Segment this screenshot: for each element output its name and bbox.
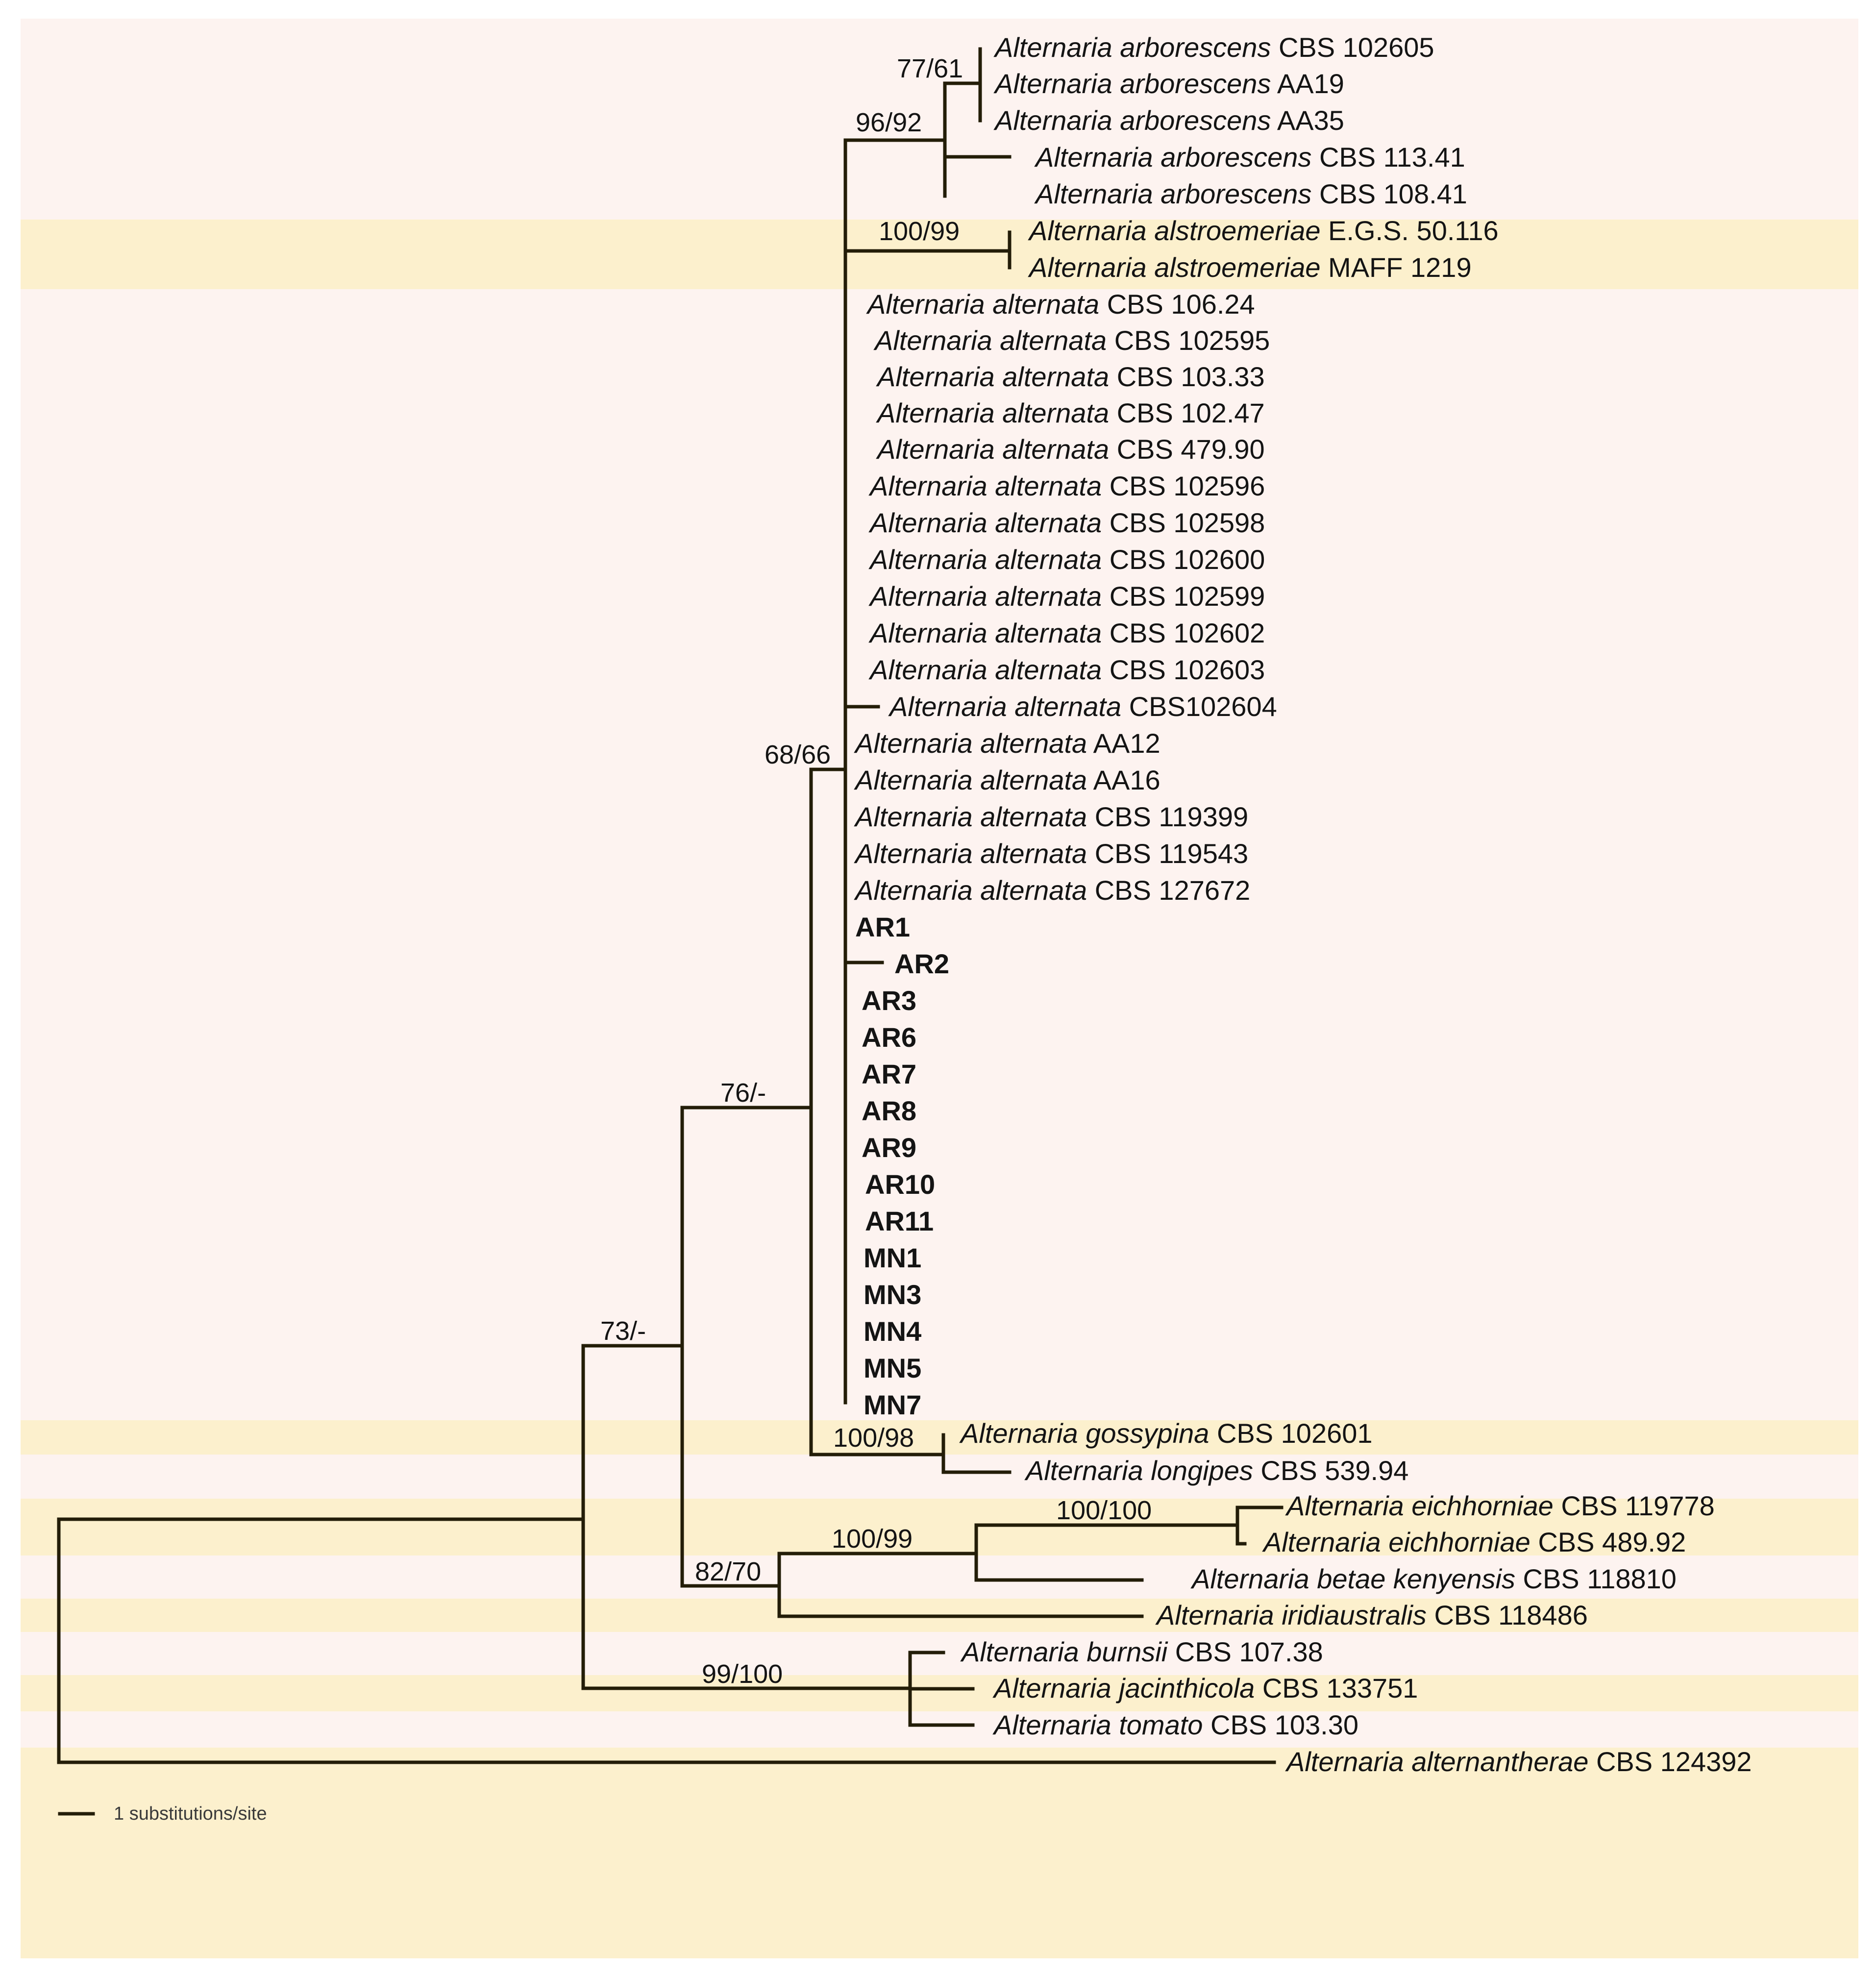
taxon-labels: Alternaria arborescens CBS 102605 Altern… (854, 32, 1752, 1777)
taxon-label: Alternaria arborescens CBS 108.41 (1034, 178, 1467, 209)
taxon-label: Alternaria arborescens AA19 (993, 68, 1344, 99)
taxon-label: Alternaria iridiaustralis CBS 118486 (1155, 1600, 1588, 1630)
support-value: 77/61 (897, 54, 963, 83)
support-value: 96/92 (856, 108, 922, 137)
taxon-label: Alternaria alternata CBS 479.90 (876, 434, 1265, 465)
support-values: 77/61 96/92 100/99 68/66 76/- 73/- 100/9… (600, 54, 1152, 1689)
taxon-label: Alternaria alternata CBS102604 (888, 691, 1277, 722)
support-value: 68/66 (765, 740, 831, 769)
isolate-label: MN5 (864, 1353, 921, 1383)
band (21, 1711, 1858, 1748)
band (21, 1675, 1858, 1711)
branches (57, 47, 1284, 1764)
taxon-label: Alternaria alternata CBS 127672 (854, 875, 1250, 906)
taxon-label: Alternaria alternata CBS 102595 (873, 325, 1270, 356)
taxon-label: Alternaria alternata CBS 119543 (854, 838, 1248, 869)
scale-bar-label: 1 substitutions/site (114, 1803, 267, 1824)
support-value: 100/98 (833, 1423, 914, 1453)
taxon-label: Alternaria alternata AA12 (854, 728, 1160, 759)
band (21, 289, 1858, 1420)
band (21, 1748, 1858, 1958)
scale-bar: 1 substitutions/site (58, 1803, 267, 1824)
support-value: 73/- (600, 1316, 646, 1346)
taxon-label: Alternaria betae kenyensis CBS 118810 (1190, 1563, 1677, 1594)
taxon-label: Alternaria alternata CBS 106.24 (866, 289, 1255, 320)
support-value: 100/99 (832, 1524, 913, 1554)
taxon-label: Alternaria eichhorniae CBS 489.92 (1262, 1527, 1686, 1557)
taxon-label: Alternaria alstroemeriae MAFF 1219 (1028, 252, 1472, 283)
isolate-label: MN3 (864, 1279, 921, 1310)
band (21, 19, 1858, 220)
isolate-label: AR7 (862, 1059, 916, 1089)
taxon-label: Alternaria alternata CBS 119399 (854, 801, 1248, 832)
isolate-label: AR10 (865, 1169, 935, 1200)
taxon-label: Alternaria alternantherae CBS 124392 (1285, 1746, 1752, 1777)
taxon-label: Alternaria alternata CBS 102596 (868, 470, 1265, 501)
taxon-label: Alternaria burnsii CBS 107.38 (960, 1636, 1323, 1667)
isolate-label: AR9 (862, 1132, 916, 1163)
taxon-label: Alternaria alternata CBS 102603 (868, 654, 1265, 685)
band (21, 1455, 1858, 1499)
isolate-label: AR8 (862, 1095, 916, 1126)
support-value: 82/70 (695, 1557, 761, 1586)
taxon-label: Alternaria arborescens AA35 (993, 105, 1344, 136)
support-value: 99/100 (702, 1659, 783, 1689)
taxon-label: Alternaria alternata AA16 (854, 765, 1160, 795)
isolate-label: MN7 (864, 1389, 921, 1420)
band (21, 1555, 1858, 1599)
band (21, 220, 1858, 289)
band (21, 1420, 1858, 1455)
isolate-label: MN4 (864, 1316, 921, 1347)
taxon-label: Alternaria alstroemeriae E.G.S. 50.116 (1028, 215, 1499, 246)
support-value: 100/99 (879, 217, 960, 246)
isolate-label: MN1 (864, 1242, 921, 1273)
taxon-label: Alternaria alternata CBS 102599 (868, 581, 1265, 612)
taxon-label: Alternaria arborescens CBS 113.41 (1034, 142, 1465, 173)
taxon-label: Alternaria alternata CBS 102602 (868, 617, 1265, 648)
taxon-label: Alternaria gossypina CBS 102601 (959, 1418, 1373, 1449)
isolate-label: AR2 (894, 948, 949, 979)
taxon-label: Alternaria jacinthicola CBS 133751 (992, 1673, 1418, 1703)
taxon-label: Alternaria arborescens CBS 102605 (993, 32, 1434, 63)
support-value: 100/100 (1056, 1496, 1152, 1525)
isolate-label: AR6 (862, 1022, 916, 1053)
band (21, 1499, 1858, 1555)
taxon-label: Alternaria tomato CBS 103.30 (992, 1709, 1358, 1740)
isolate-label: AR1 (855, 912, 910, 942)
taxon-label: Alternaria alternata CBS 102.47 (876, 397, 1265, 428)
taxon-label: Alternaria alternata CBS 103.33 (876, 361, 1265, 392)
taxon-label: Alternaria eichhorniae CBS 119778 (1285, 1490, 1715, 1521)
support-value: 76/- (720, 1078, 766, 1108)
taxon-label: Alternaria longipes CBS 539.94 (1024, 1455, 1408, 1486)
taxon-label: Alternaria alternata CBS 102598 (868, 507, 1265, 538)
taxon-label: Alternaria alternata CBS 102600 (868, 544, 1265, 575)
isolate-label: AR11 (865, 1206, 934, 1236)
background-bands (21, 19, 1858, 1958)
isolate-label: AR3 (862, 985, 916, 1016)
